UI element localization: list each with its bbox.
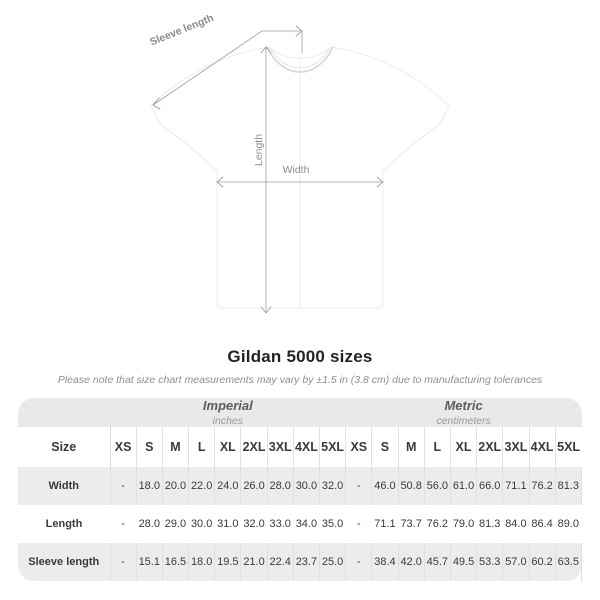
svg-text:Width: Width: [283, 164, 310, 176]
svg-text:Sleeve length: Sleeve length: [148, 12, 215, 48]
svg-text:Length: Length: [253, 134, 265, 166]
